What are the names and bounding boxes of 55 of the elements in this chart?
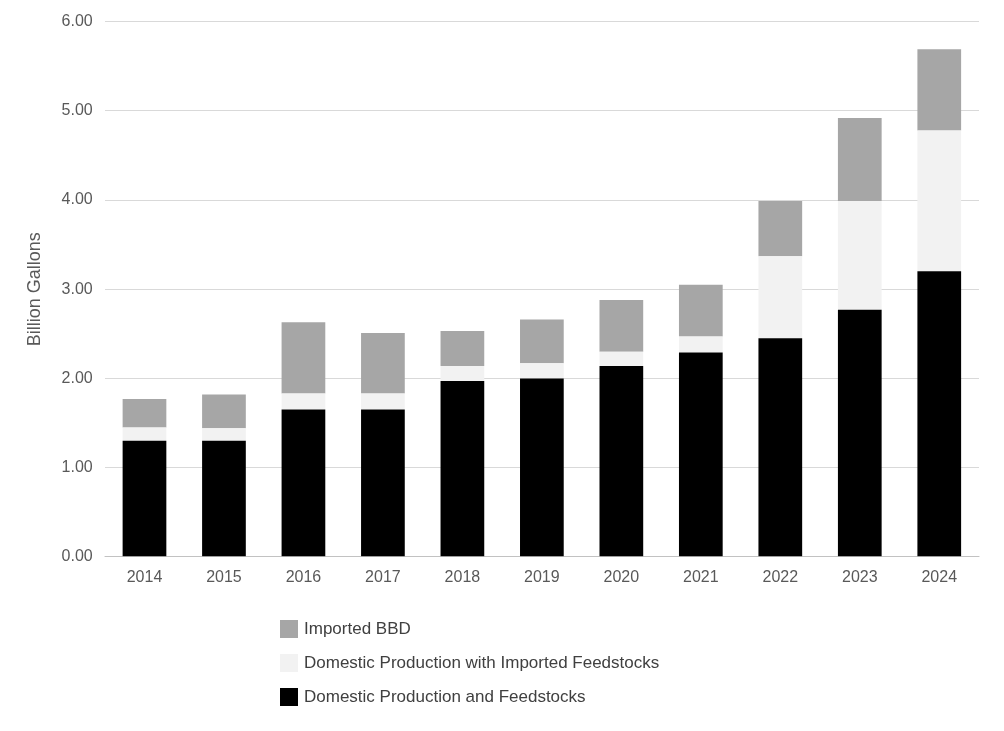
x-tick-label: 2024 <box>921 567 958 585</box>
x-tick-label: 2019 <box>524 567 560 585</box>
x-tick-label: 2016 <box>285 567 322 585</box>
bar <box>678 336 723 353</box>
bar <box>837 309 882 557</box>
x-tick-label: 2015 <box>206 567 242 585</box>
bar <box>361 409 405 557</box>
bar <box>440 331 485 366</box>
bar <box>520 378 564 557</box>
bar <box>520 319 564 364</box>
bar <box>202 428 246 441</box>
y-tick-label: 2.00 <box>61 368 93 386</box>
y-axis-title: Billion Gallons <box>23 232 44 347</box>
bar <box>440 381 485 557</box>
x-tick-label: 2021 <box>683 567 719 585</box>
y-tick-label: 1.00 <box>61 458 93 476</box>
bar <box>122 398 167 428</box>
bar <box>281 322 326 394</box>
bar <box>837 117 882 201</box>
y-tick-label: 0.00 <box>61 547 93 565</box>
x-tick-label: 2018 <box>444 567 481 585</box>
x-tick-label: 2020 <box>603 567 640 585</box>
bar <box>917 49 962 131</box>
bar <box>361 393 405 410</box>
bar <box>599 299 644 352</box>
bar <box>678 352 723 557</box>
x-tick-label: 2022 <box>762 567 799 585</box>
bar <box>520 363 564 379</box>
legend-label: Domestic Production with Imported Feedstocks <box>304 653 660 673</box>
bar <box>440 365 485 382</box>
bar <box>758 256 803 339</box>
y-tick-label: 3.00 <box>61 279 93 297</box>
x-tick-label: 2023 <box>841 567 878 585</box>
bar <box>678 284 723 337</box>
bar <box>917 130 962 272</box>
y-tick-label: 6.00 <box>61 12 93 30</box>
bar <box>758 200 803 257</box>
bar <box>122 427 167 441</box>
bar <box>361 332 405 394</box>
bar <box>281 409 326 557</box>
y-tick-label: 4.00 <box>61 190 93 208</box>
legend-label: Imported BBD <box>304 619 411 639</box>
bar <box>837 200 882 310</box>
bar <box>758 338 803 557</box>
bar <box>599 351 644 366</box>
y-tick-label: 5.00 <box>61 101 93 119</box>
legend-label: Domestic Production and Feedstocks <box>304 687 586 707</box>
bar <box>202 440 246 557</box>
bar <box>599 365 644 557</box>
bar <box>122 440 167 557</box>
bar <box>281 393 326 410</box>
x-tick-label: 2017 <box>365 567 401 585</box>
bar <box>917 271 962 557</box>
bar <box>202 394 246 429</box>
x-tick-label: 2014 <box>126 567 163 585</box>
